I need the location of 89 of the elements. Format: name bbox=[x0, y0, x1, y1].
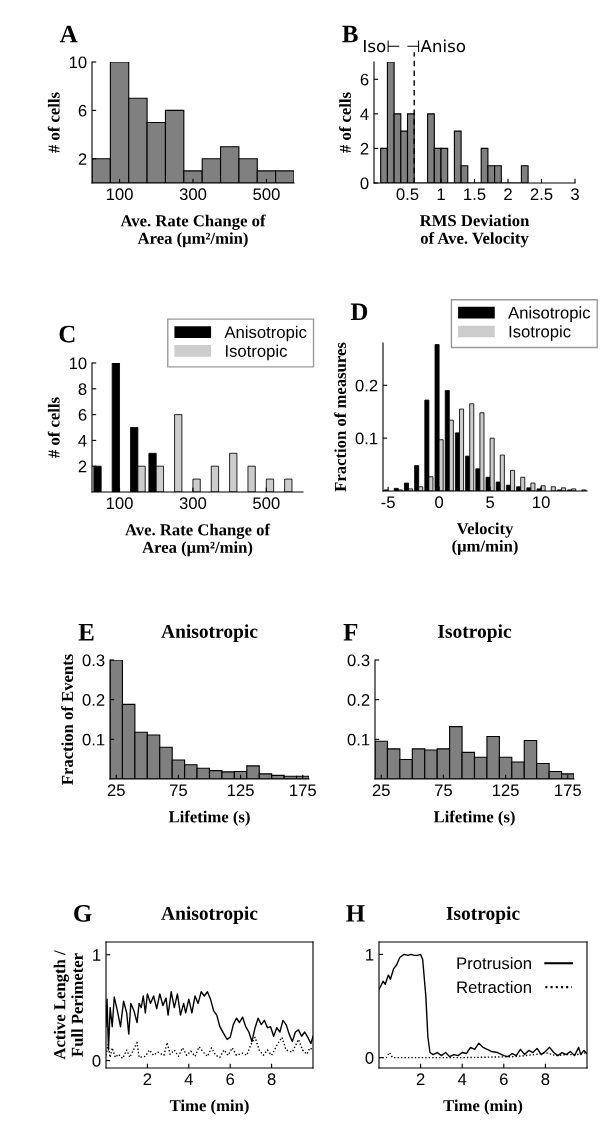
x-tick-label: 8 bbox=[267, 1073, 276, 1086]
y-axis-title: # of cells bbox=[339, 92, 351, 153]
x-tick-label: 3 bbox=[571, 188, 579, 201]
x-tick-label: 2 bbox=[143, 1073, 152, 1085]
legend-label: Isotropic bbox=[509, 325, 571, 341]
y-tick-label: 0 bbox=[365, 1052, 374, 1064]
x-tick-label: 2 bbox=[504, 188, 512, 200]
x-tick-label: 0.5 bbox=[396, 188, 419, 201]
y-axis-title: Active Length / Full Perimeter bbox=[53, 950, 83, 1060]
legend-label: Anisotropic bbox=[224, 325, 307, 342]
y-tick-label: 0.2 bbox=[355, 379, 378, 392]
x-tick-label: 500 bbox=[253, 188, 280, 201]
x-axis-title: Lifetime (s) bbox=[168, 810, 250, 826]
legend-label: Retraction bbox=[457, 980, 531, 994]
y-tick-label: 10 bbox=[69, 56, 87, 69]
text: A bbox=[59, 25, 78, 43]
legend-label: Isotropic bbox=[225, 344, 287, 361]
y-tick-label: 2 bbox=[78, 153, 87, 165]
x-axis-title: RMS Deviation of Ave. Velocity bbox=[419, 214, 530, 248]
y-tick-label: 6 bbox=[360, 73, 369, 86]
legend-label: Protrusion bbox=[457, 957, 531, 970]
y-tick-label: 8 bbox=[78, 383, 87, 395]
y-tick-label: 0.1 bbox=[355, 432, 378, 445]
x-tick-label: 100 bbox=[106, 497, 133, 510]
x-tick-label: 0 bbox=[435, 496, 444, 509]
x-tick-label: 1 bbox=[437, 188, 445, 200]
y-tick-label: 1 bbox=[93, 949, 101, 961]
x-tick-label: 2 bbox=[416, 1073, 425, 1085]
y-axis-title: Fraction of Events bbox=[61, 654, 74, 785]
x-axis-title: Ave. Rate Change of Area (μm²/min) bbox=[120, 214, 266, 248]
x-tick-label: 1.5 bbox=[464, 188, 486, 201]
chart-title: Isotropic bbox=[446, 906, 520, 924]
x-tick-label: 4 bbox=[457, 1073, 467, 1085]
y-axis-title: # of cells bbox=[47, 92, 60, 153]
y-axis-title: Fraction of measures bbox=[334, 342, 347, 492]
text: Iso⊢ ⊣Aniso bbox=[364, 39, 466, 53]
x-axis-title: Time (min) bbox=[443, 1099, 523, 1115]
y-tick-label: 6 bbox=[78, 104, 87, 117]
x-tick-label: 2.5 bbox=[530, 188, 553, 201]
x-tick-label: 8 bbox=[541, 1073, 550, 1086]
y-tick-label: 4 bbox=[360, 108, 369, 120]
text: H bbox=[346, 905, 365, 922]
y-tick-label: 0 bbox=[92, 1054, 101, 1067]
x-tick-label: 75 bbox=[169, 784, 187, 797]
chart-title: Anisotropic bbox=[161, 906, 258, 924]
y-tick-label: 0.3 bbox=[347, 654, 370, 667]
x-tick-label: 25 bbox=[107, 784, 125, 797]
x-axis-title: Lifetime (s) bbox=[433, 810, 515, 826]
x-tick-label: 6 bbox=[226, 1073, 235, 1086]
y-tick-label: 10 bbox=[69, 357, 87, 370]
x-tick-label: 5 bbox=[486, 496, 495, 509]
y-tick-label: 0.1 bbox=[82, 733, 105, 746]
chart-title: Isotropic bbox=[438, 624, 512, 642]
x-tick-label: 300 bbox=[179, 497, 207, 510]
y-tick-label: 0.1 bbox=[347, 733, 370, 746]
x-axis-title: Ave. Rate Change of Area (μm²/min) bbox=[125, 523, 271, 557]
text: B bbox=[342, 25, 358, 43]
y-axis-title: # of cells bbox=[47, 397, 60, 458]
x-tick-label: 6 bbox=[500, 1073, 508, 1086]
y-tick-label: 0.2 bbox=[82, 694, 105, 706]
x-tick-label: 25 bbox=[372, 784, 390, 797]
y-tick-label: 0 bbox=[360, 177, 369, 190]
x-axis-title: Velocity (μm/min) bbox=[452, 522, 518, 556]
x-tick-label: 175 bbox=[290, 784, 316, 797]
legend-label: Anisotropic bbox=[508, 306, 591, 322]
x-tick-label: 4 bbox=[184, 1073, 193, 1085]
text: G bbox=[74, 905, 92, 922]
text: E bbox=[78, 624, 94, 641]
y-tick-label: 0.2 bbox=[347, 694, 370, 706]
y-tick-label: 4 bbox=[78, 434, 87, 447]
text: C bbox=[59, 325, 75, 343]
x-tick-label: 10 bbox=[533, 496, 550, 509]
x-tick-label: 175 bbox=[555, 784, 581, 797]
x-tick-label: -5 bbox=[381, 496, 395, 509]
x-tick-label: 75 bbox=[434, 784, 452, 797]
x-axis-title: Time (min) bbox=[169, 1099, 249, 1115]
x-tick-label: 125 bbox=[492, 784, 519, 797]
chart-title: Anisotropic bbox=[161, 624, 258, 642]
x-tick-label: 300 bbox=[179, 188, 207, 201]
x-tick-label: 125 bbox=[227, 784, 254, 797]
y-tick-label: 1 bbox=[366, 948, 374, 961]
y-tick-label: 0.3 bbox=[82, 654, 105, 667]
y-tick-label: 6 bbox=[78, 409, 87, 421]
text: F bbox=[343, 624, 358, 641]
y-tick-label: 2 bbox=[360, 142, 369, 155]
text: D bbox=[350, 303, 368, 320]
x-tick-label: 100 bbox=[106, 188, 133, 201]
y-tick-label: 2 bbox=[78, 460, 87, 473]
x-tick-label: 500 bbox=[253, 497, 280, 510]
